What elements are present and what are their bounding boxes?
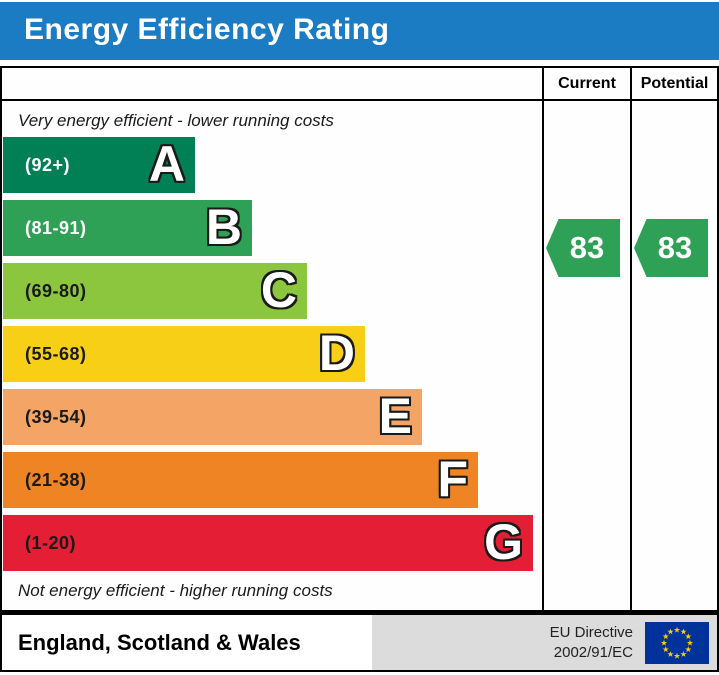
top-caption: Very energy efficient - lower running co… <box>18 111 334 130</box>
eu-directive-line1: EU Directive <box>549 624 633 641</box>
bands: (92+) A (81-91) B (69-80) C (55-68) D (3… <box>3 137 542 571</box>
band-range-label: (69-80) <box>25 280 87 301</box>
band-letter: G <box>484 514 523 570</box>
eu-directive-line2: 2002/91/EC <box>553 643 633 661</box>
band-range-label: (81-91) <box>25 217 87 238</box>
region-label: England, Scotland & Wales <box>18 629 301 655</box>
current-arrow: 83 <box>546 219 620 277</box>
band-letter: C <box>260 262 297 318</box>
current-cell: 83 <box>542 101 630 610</box>
column-header-potential: Potential <box>630 68 717 101</box>
band-letter: B <box>205 199 242 255</box>
eu-flag-icon <box>645 621 709 664</box>
current-rating-value: 83 <box>569 230 605 265</box>
bottom-caption: Not energy efficient - higher running co… <box>18 581 333 600</box>
potential-rating-value: 83 <box>657 230 693 265</box>
band-letter: D <box>318 325 355 381</box>
band-row-d: (55-68) D <box>3 326 365 382</box>
chart-header-spacer <box>2 68 542 101</box>
band-range-label: (39-54) <box>25 406 87 427</box>
band-letter: F <box>437 451 468 507</box>
band-letter: E <box>378 388 412 444</box>
page-title: Energy Efficiency Rating <box>0 2 719 60</box>
band-row-b: (81-91) B <box>3 200 252 256</box>
band-row-f: (21-38) F <box>3 452 478 508</box>
potential-cell: 83 <box>630 101 717 610</box>
band-range-label: (21-38) <box>25 469 87 490</box>
eu-directive-text: EU Directive 2002/91/EC <box>550 623 633 662</box>
band-range-label: (55-68) <box>25 343 87 364</box>
band-chart: Very energy efficient - lower running co… <box>2 101 542 610</box>
column-header-current: Current <box>542 68 630 101</box>
eu-directive-panel: EU Directive 2002/91/EC <box>372 615 717 670</box>
band-letter: A <box>148 136 185 192</box>
rating-table: Current Potential Very energy efficient … <box>0 66 719 612</box>
band-range-label: (1-20) <box>25 532 77 553</box>
potential-arrow: 83 <box>634 219 708 277</box>
footer: England, Scotland & Wales EU Directive 2… <box>0 612 719 672</box>
band-range-label: (92+) <box>25 154 71 175</box>
band-row-a: (92+) A <box>3 137 195 193</box>
band-row-e: (39-54) E <box>3 389 422 445</box>
band-row-g: (1-20) G <box>3 515 533 571</box>
band-row-c: (69-80) C <box>3 263 307 319</box>
